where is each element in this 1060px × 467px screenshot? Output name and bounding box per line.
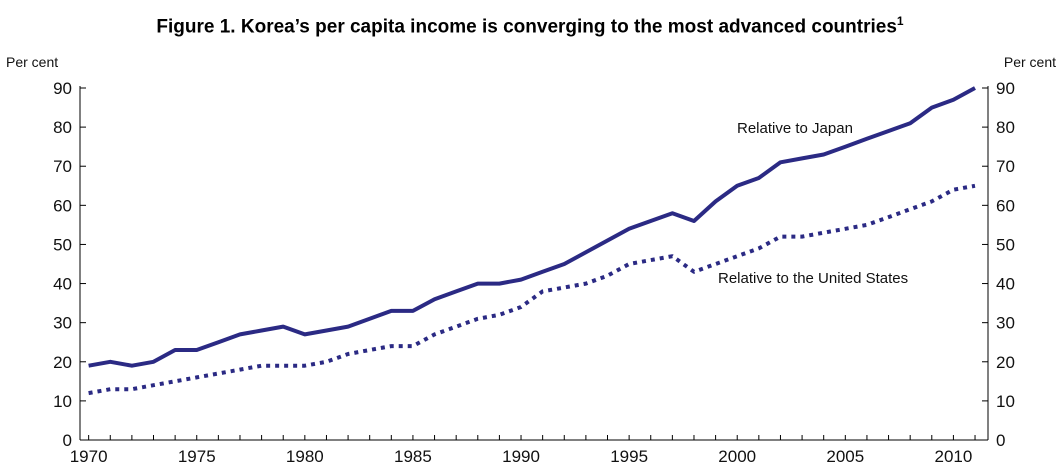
series-layer bbox=[88, 86, 976, 396]
y-tick-label-left: 40 bbox=[53, 275, 72, 294]
series-labels: Relative to Japan Relative to the United … bbox=[718, 120, 908, 287]
y-tick-label-left: 30 bbox=[53, 314, 72, 333]
y-tick-label-left: 90 bbox=[53, 79, 72, 98]
y-tick-label-right: 60 bbox=[996, 196, 1015, 215]
y-tick-label-left: 70 bbox=[53, 157, 72, 176]
x-tick-label: 1975 bbox=[178, 447, 216, 466]
y-tick-label-right: 10 bbox=[996, 392, 1015, 411]
y-tick-label-left: 0 bbox=[63, 431, 72, 450]
y-tick-label-right: 30 bbox=[996, 314, 1015, 333]
x-tick-label: 1985 bbox=[394, 447, 432, 466]
y-tick-label-left: 10 bbox=[53, 392, 72, 411]
y-tick-label-left: 50 bbox=[53, 235, 72, 254]
series-label-japan: Relative to Japan bbox=[737, 120, 853, 137]
x-tick-label: 1995 bbox=[610, 447, 648, 466]
y-tick-label-right: 90 bbox=[996, 79, 1015, 98]
series-line-united-states bbox=[88, 183, 976, 396]
y-axis-unit-right: Per cent bbox=[1004, 54, 1056, 70]
x-tick-label: 1990 bbox=[502, 447, 540, 466]
y-tick-label-right: 0 bbox=[996, 431, 1005, 450]
y-tick-label-right: 40 bbox=[996, 275, 1015, 294]
chart-title: Figure 1. Korea’s per capita income is c… bbox=[0, 14, 1060, 38]
x-tick-label: 2000 bbox=[718, 447, 756, 466]
y-tick-label-right: 50 bbox=[996, 235, 1015, 254]
y-tick-label-left: 20 bbox=[53, 353, 72, 372]
y-tick-label-right: 70 bbox=[996, 157, 1015, 176]
y-tick-label-left: 60 bbox=[53, 196, 72, 215]
y-axis-unit-left: Per cent bbox=[6, 54, 58, 70]
x-tick-label: 2010 bbox=[934, 447, 972, 466]
y-tick-label-right: 20 bbox=[996, 353, 1015, 372]
x-tick-label: 1980 bbox=[286, 447, 324, 466]
plot-axes: 0 0 10 10 20 20 30 30 40 40 50 50 60 60 70 70 80 80 90 90 19… bbox=[53, 79, 1015, 466]
y-tick-label-right: 80 bbox=[996, 118, 1015, 137]
x-tick-label: 1970 bbox=[70, 447, 108, 466]
x-tick-label: 2005 bbox=[826, 447, 864, 466]
title-footnote-mark: 1 bbox=[896, 14, 904, 28]
chart-title-text: Figure 1. Korea’s per capita income is c… bbox=[156, 16, 897, 38]
y-tick-label-left: 80 bbox=[53, 118, 72, 137]
series-label-united-states: Relative to the United States bbox=[718, 270, 908, 287]
series-line-japan bbox=[88, 86, 976, 368]
